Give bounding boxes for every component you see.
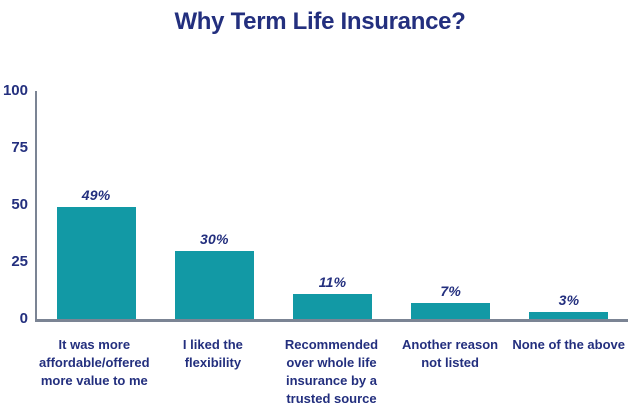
chart-title: Why Term Life Insurance? <box>174 8 466 35</box>
bar-column: 3% <box>510 91 628 319</box>
bar <box>293 293 372 319</box>
bar-value-label: 3% <box>558 292 580 309</box>
bar-column: 11% <box>273 91 391 319</box>
bar-column: 30% <box>155 91 273 319</box>
x-axis-category-label: Recommended over whole life insurance by a… <box>284 337 379 406</box>
y-axis-tick-label: 50 <box>11 196 28 213</box>
bar-column: 49% <box>37 91 155 319</box>
bar-value-label: 11% <box>318 273 347 290</box>
x-axis-category-label: Another reason not listed <box>402 337 499 370</box>
category-labels: It was more affordable/offered more value … <box>35 336 628 408</box>
bar-value-label: 30% <box>199 230 229 247</box>
y-axis-tick-label: 25 <box>11 253 28 270</box>
bar-value-label: 7% <box>440 283 462 300</box>
y-axis-tick-label: 100 <box>2 82 28 99</box>
bar-column: 7% <box>392 91 510 319</box>
y-axis-tick-label: 0 <box>19 310 28 327</box>
bar <box>529 312 609 319</box>
bar <box>56 207 136 319</box>
bar <box>411 303 491 319</box>
bars-row: 49% 30% 11% 7% 3% <box>37 91 628 319</box>
x-axis-category-label: I liked the flexibility <box>182 337 243 370</box>
x-axis-category-label: None of the above <box>512 337 626 352</box>
plot-area: 49% 30% 11% 7% 3% 0 25 50 75 100 <box>3 82 628 327</box>
y-axis-tick-label: 75 <box>11 139 28 156</box>
x-axis-category-label: It was more affordable/offered more value … <box>39 337 150 388</box>
bar <box>174 250 254 319</box>
bar-value-label: 49% <box>81 187 111 204</box>
